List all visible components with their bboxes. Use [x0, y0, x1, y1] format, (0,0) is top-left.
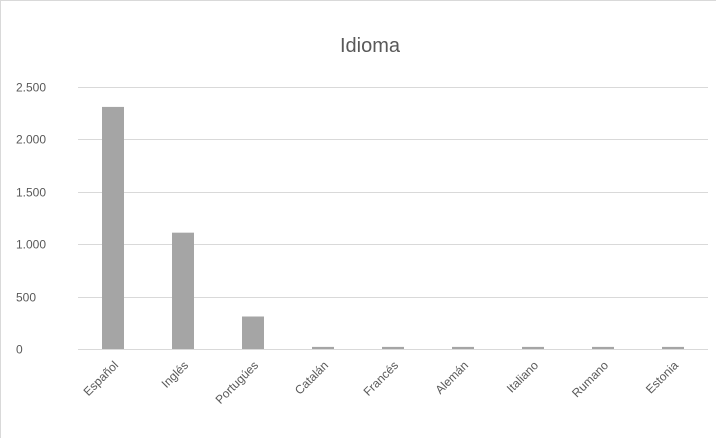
y-tick-label: 1.500: [16, 186, 46, 200]
bar: [312, 346, 334, 349]
y-tick-label: 1.000: [16, 238, 46, 252]
bars: [102, 106, 684, 349]
y-axis-tick-labels: 0 500 1.000 1.500 2.000 2.500: [16, 81, 46, 357]
bar: [452, 346, 474, 349]
x-category-label: Portugúes: [213, 358, 262, 407]
bar: [242, 316, 264, 349]
x-category-label: Español: [81, 358, 122, 399]
bar: [172, 232, 194, 349]
x-category-label: Inglés: [159, 358, 192, 391]
x-category-label: Estonia: [643, 358, 681, 396]
y-tick-label: 2.500: [16, 81, 46, 95]
gridlines: [78, 87, 708, 350]
y-tick-label: 500: [16, 291, 36, 305]
x-axis-category-labels: Español Inglés Portugúes Catalán Francés Alem…: [81, 358, 682, 407]
x-category-label: Italiano: [504, 358, 541, 395]
chart-title: Idioma: [340, 35, 401, 57]
x-category-label: Francés: [361, 358, 402, 399]
y-tick-label: 0: [16, 343, 23, 357]
bar: [102, 106, 124, 349]
bar: [522, 346, 544, 349]
bar: [382, 346, 404, 349]
x-category-label: Catalán: [292, 358, 331, 397]
y-tick-label: 2.000: [16, 133, 46, 147]
bar: [592, 346, 614, 349]
x-category-label: Alemán: [432, 358, 471, 397]
x-category-label: Rumano: [569, 358, 611, 400]
bar: [662, 346, 684, 349]
